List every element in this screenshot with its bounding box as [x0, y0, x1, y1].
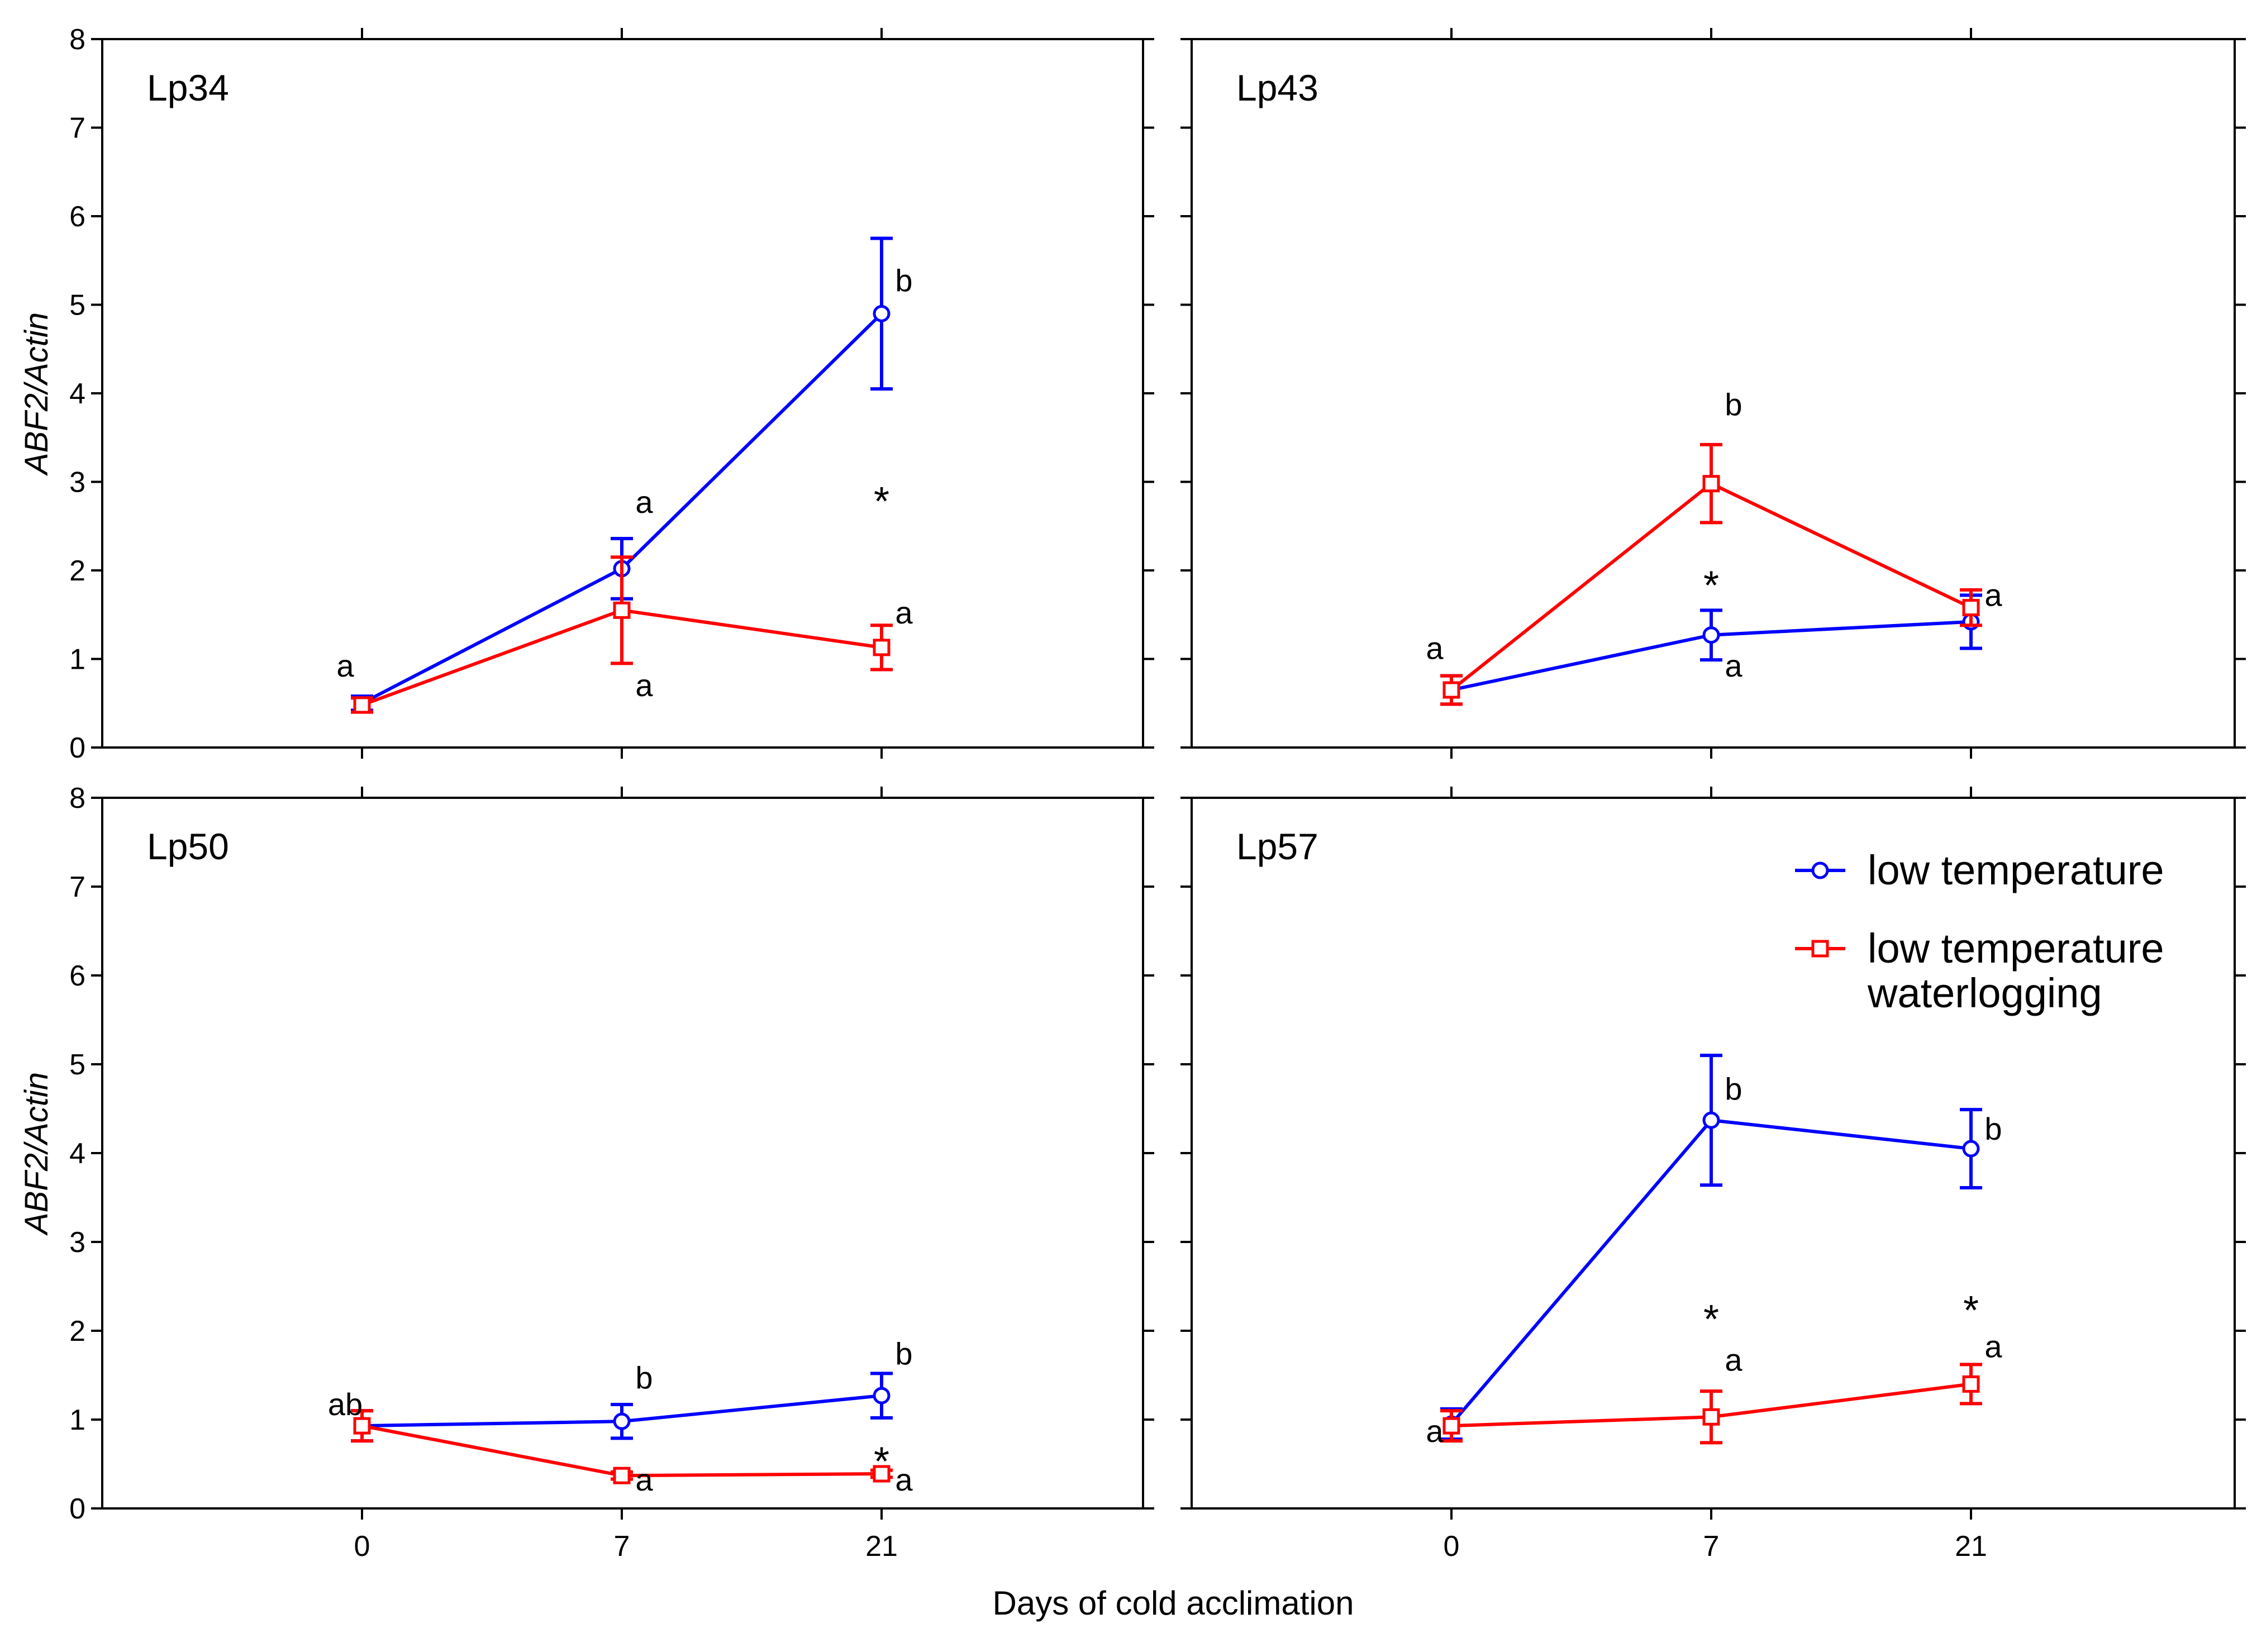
y-tick-label: 1	[69, 644, 85, 676]
panel-label: Lp57	[1236, 826, 1318, 867]
legend-label: waterlogging	[1867, 970, 2102, 1016]
significance-letter: a	[1725, 648, 1742, 683]
x-tick-label: 0	[354, 1530, 370, 1563]
data-point-ltw	[1962, 1375, 1980, 1393]
data-point-lt	[613, 1412, 631, 1430]
y-tick-label: 5	[69, 1049, 85, 1081]
significance-letter: a	[895, 595, 913, 630]
plot-frame	[1191, 797, 2236, 1510]
data-point-ltw	[613, 601, 631, 619]
y-tick-label: 4	[69, 378, 85, 410]
significance-letter: b	[635, 1360, 653, 1395]
y-tick-label: 7	[69, 871, 85, 903]
data-point-ltw	[1702, 475, 1720, 493]
legend-label: low temperature	[1868, 925, 2164, 972]
y-tick-label: 0	[69, 1493, 85, 1525]
y-tick-label: 5	[69, 289, 85, 322]
data-point-ltw	[1442, 1417, 1460, 1435]
data-point-lt	[873, 304, 891, 322]
legend-label: low temperature	[1868, 847, 2164, 893]
significance-letter: a	[1426, 631, 1444, 666]
y-tick-label: 3	[69, 466, 85, 499]
panel-lp34: 0 1 2 3 4 5 6 7 8 Lp34 ABF2/Actin a a a b a *	[18, 23, 1154, 764]
significance-letter: b	[1725, 1072, 1742, 1107]
plot-frame	[101, 797, 1144, 1510]
significance-star: *	[1963, 1288, 1979, 1333]
significance-letter: a	[1426, 1413, 1444, 1449]
y-axis-title: ABF2/Actin	[18, 1072, 55, 1236]
y-tick-label: 2	[69, 555, 85, 587]
significance-letter: b	[895, 1336, 912, 1371]
x-tick-label: 7	[614, 1530, 630, 1563]
y-tick-label: 8	[69, 23, 85, 56]
legend-marker-lt	[1811, 861, 1829, 879]
significance-letter: b	[1984, 1111, 2002, 1146]
x-tick-label: 7	[1703, 1530, 1720, 1563]
y-tick-label: 0	[69, 732, 85, 764]
panel-label: Lp43	[1236, 67, 1318, 108]
y-tick-label: 1	[69, 1404, 85, 1436]
y-tick-label: 3	[69, 1226, 85, 1259]
significance-star: *	[1703, 564, 1719, 608]
significance-star: *	[874, 479, 889, 524]
data-point-lt	[1702, 626, 1720, 644]
x-tick-label: 21	[865, 1530, 898, 1563]
y-tick-label: 7	[69, 112, 85, 145]
significance-letter: ab	[328, 1387, 363, 1422]
significance-letter: a	[635, 668, 653, 703]
data-point-lt	[1962, 1140, 1980, 1158]
data-point-lt	[873, 1387, 891, 1405]
y-tick-label: 6	[69, 960, 85, 992]
data-point-ltw	[353, 1417, 371, 1435]
panel-label: Lp50	[147, 826, 229, 867]
x-tick-label: 0	[1444, 1530, 1460, 1563]
significance-letter: b	[1725, 387, 1742, 422]
significance-letter: a	[336, 648, 354, 683]
significance-letter: a	[635, 1462, 653, 1497]
y-tick-label: 6	[69, 201, 85, 233]
y-tick-label: 8	[69, 782, 85, 815]
significance-letter: a	[1984, 577, 2002, 612]
y-tick-label: 2	[69, 1315, 85, 1348]
significance-letter: a	[895, 1462, 913, 1497]
significance-star: *	[1703, 1297, 1719, 1342]
significance-letter: a	[1725, 1342, 1742, 1378]
data-point-ltw	[1442, 681, 1460, 699]
data-point-ltw	[873, 639, 891, 656]
x-axis-title: Days of cold acclimation	[993, 1584, 1354, 1622]
panel-lp43: Lp43 a b a a *	[1180, 28, 2246, 759]
panel-label: Lp34	[147, 67, 229, 108]
y-axis-title: ABF2/Actin	[18, 312, 55, 476]
significance-letter: b	[895, 263, 912, 298]
data-point-ltw	[1962, 599, 1980, 617]
data-point-ltw	[873, 1465, 891, 1483]
data-point-ltw	[1702, 1408, 1720, 1426]
data-point-ltw	[613, 1467, 631, 1484]
data-point-ltw	[353, 696, 371, 714]
significance-star: *	[874, 1440, 889, 1484]
significance-letter: a	[1984, 1329, 2002, 1364]
y-tick-label: 4	[69, 1137, 85, 1170]
significance-letter: a	[635, 484, 653, 520]
data-point-lt	[1702, 1111, 1720, 1129]
x-tick-label: 21	[1955, 1530, 1987, 1563]
legend-marker-ltw	[1811, 940, 1829, 958]
